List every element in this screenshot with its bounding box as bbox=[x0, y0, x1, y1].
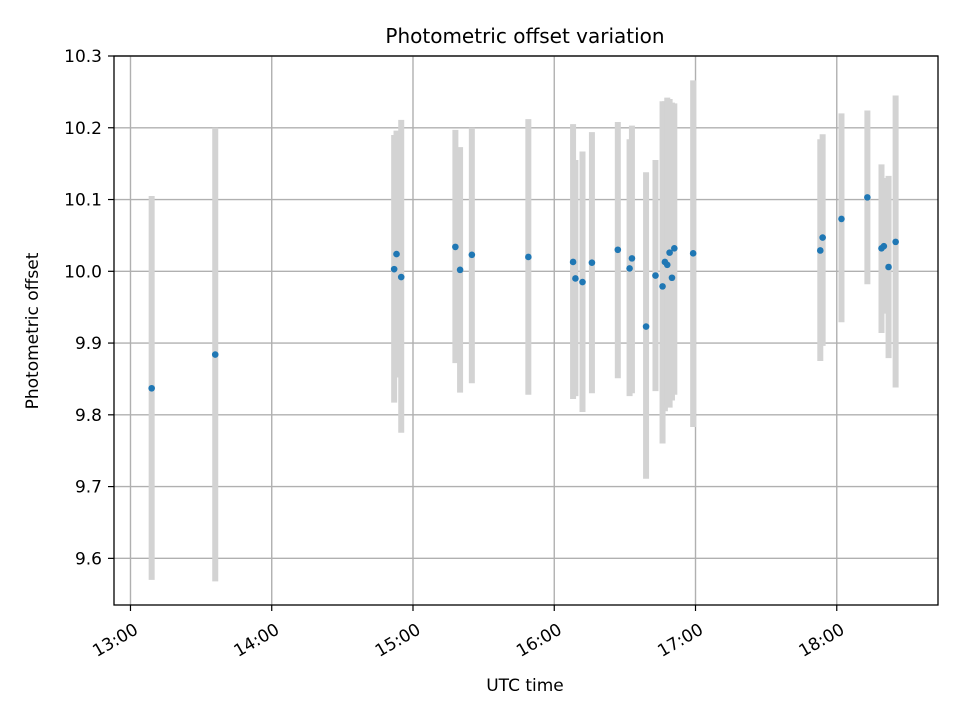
data-point bbox=[838, 215, 845, 223]
y-tick-label: 9.8 bbox=[75, 406, 102, 426]
data-point bbox=[885, 263, 892, 271]
data-point bbox=[588, 259, 596, 266]
x-tick-label: 14:00 bbox=[231, 620, 283, 662]
y-tick-label: 10.3 bbox=[64, 47, 102, 67]
data-point bbox=[614, 246, 622, 254]
y-tick-label: 9.9 bbox=[75, 334, 102, 354]
y-tick-label: 10.0 bbox=[64, 262, 102, 282]
data-point bbox=[816, 247, 824, 254]
data-point bbox=[148, 384, 155, 392]
plot-frame bbox=[113, 55, 939, 606]
data-point bbox=[671, 245, 678, 252]
data-point bbox=[652, 272, 659, 279]
data-point bbox=[892, 238, 899, 246]
data-point bbox=[880, 242, 888, 250]
data-point bbox=[393, 250, 400, 258]
data-point bbox=[569, 258, 577, 266]
data-point bbox=[689, 250, 697, 257]
data-point bbox=[663, 261, 671, 269]
x-tick-label: 16:00 bbox=[513, 620, 565, 662]
x-tick-label: 18:00 bbox=[796, 620, 848, 662]
data-point bbox=[525, 253, 532, 261]
data-point bbox=[642, 323, 650, 330]
x-tick-label: 17:00 bbox=[654, 620, 706, 662]
x-tick-label: 15:00 bbox=[372, 620, 424, 662]
chart-title: Photometric offset variation bbox=[385, 24, 664, 48]
errorbar-layer bbox=[148, 80, 899, 582]
data-point bbox=[468, 251, 476, 259]
x-axis-label: UTC time bbox=[486, 676, 564, 696]
data-point bbox=[452, 243, 459, 251]
data-point bbox=[579, 278, 586, 286]
data-point bbox=[819, 234, 826, 241]
data-point bbox=[628, 255, 636, 262]
data-point bbox=[666, 249, 673, 256]
y-tick-label: 9.6 bbox=[75, 549, 102, 569]
data-point bbox=[456, 266, 464, 274]
data-point bbox=[572, 275, 579, 282]
y-tick-label: 10.2 bbox=[64, 119, 102, 139]
data-point bbox=[864, 194, 871, 201]
data-point bbox=[397, 273, 405, 281]
data-point bbox=[659, 283, 666, 290]
point-layer bbox=[148, 194, 899, 392]
data-point bbox=[211, 351, 219, 358]
data-point bbox=[668, 274, 676, 282]
y-tick-label: 9.7 bbox=[75, 478, 102, 498]
y-axis-label: Photometric offset bbox=[23, 252, 43, 409]
x-tick-label: 13:00 bbox=[89, 620, 141, 662]
data-point bbox=[390, 265, 398, 273]
data-point bbox=[626, 265, 633, 272]
y-tick-label: 10.1 bbox=[64, 191, 102, 211]
